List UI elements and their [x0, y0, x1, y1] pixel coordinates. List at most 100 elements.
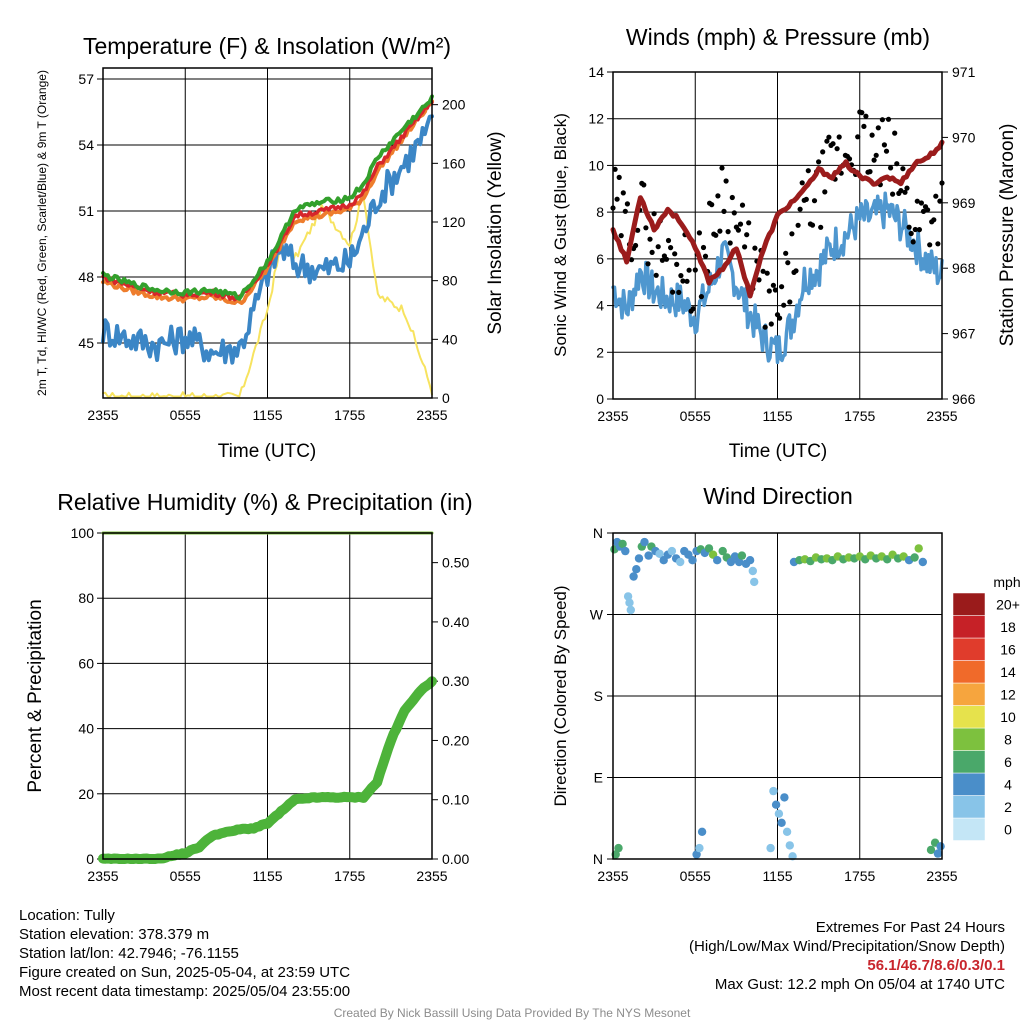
x-tick-label: 1755: [334, 407, 365, 423]
gust-point: [793, 268, 799, 274]
series-hi-wc: [101, 114, 434, 365]
gust-point: [731, 210, 737, 216]
gust-point: [931, 217, 937, 223]
gust-point: [781, 302, 787, 308]
gust-point: [721, 208, 727, 214]
footer-credit: Created By Nick Bassill Using Data Provi…: [333, 1006, 691, 1020]
direction-point: [704, 544, 714, 553]
direction-point: [644, 551, 653, 560]
gust-point: [692, 267, 698, 273]
chart-title: Winds (mph) & Pressure (mb): [626, 24, 930, 50]
x-tick-label: 2355: [416, 407, 447, 423]
gust-point: [709, 202, 715, 208]
gust-point: [633, 242, 639, 249]
direction-point: [626, 605, 635, 615]
gust-point: [616, 174, 622, 180]
gust-point: [890, 191, 896, 197]
y-axis-label: Percent & Precipitation: [25, 599, 46, 792]
gust-point: [770, 282, 777, 288]
gust-point: [803, 196, 809, 202]
gust-point: [659, 257, 666, 263]
gust-point: [836, 134, 842, 140]
gust-point: [805, 168, 811, 174]
series-9m-temp: [101, 99, 434, 305]
gust-point: [933, 193, 939, 199]
gust-point: [628, 257, 635, 263]
gust-point: [918, 200, 925, 206]
y2-tick-label: 970: [952, 129, 976, 145]
direction-point: [625, 598, 634, 607]
y-tick-label: 10: [588, 157, 604, 173]
direction-point: [718, 546, 727, 556]
series-dewpoint: [101, 94, 434, 301]
direction-point: [918, 557, 927, 567]
y-tick-label: N: [593, 851, 603, 867]
speed-colorbar-legend: mph 0 2 4 6 8 10 12 14 16 18 20+: [952, 574, 1021, 841]
y2-tick-label: 0.40: [442, 614, 469, 630]
direction-point: [623, 592, 633, 601]
gust-point: [937, 198, 943, 204]
direction-point: [766, 843, 775, 853]
direction-point: [697, 827, 707, 836]
y-axis-label: Direction (Colored By Speed): [551, 585, 570, 806]
y2-tick-label: 80: [442, 273, 458, 289]
direction-point: [780, 793, 789, 802]
gust-point: [927, 242, 933, 248]
x-tick-label: 2355: [597, 408, 628, 424]
y2-axis-label: Solar Insolation (Yellow): [485, 131, 506, 334]
gust-point: [672, 251, 678, 257]
legend-swatch: [952, 637, 986, 661]
y-tick-label: 51: [78, 203, 94, 219]
gust-point: [719, 165, 725, 171]
direction-point: [914, 544, 923, 553]
gust-point: [678, 273, 684, 279]
legend-label: 16: [1000, 641, 1016, 657]
direction-point: [632, 565, 641, 574]
gust-point: [797, 206, 803, 212]
gust-point: [875, 125, 881, 131]
direction-point: [933, 849, 943, 858]
y-tick-label: 57: [78, 71, 94, 87]
gust-point: [902, 189, 908, 195]
y2-tick-label: 0.20: [442, 732, 469, 748]
direction-point: [737, 551, 747, 560]
gust-point: [820, 149, 826, 155]
max-gust-text: Max Gust: 12.2 mph On 05/04 at 1740 UTC: [714, 976, 1005, 993]
y2-tick-label: 0: [442, 390, 450, 406]
y-tick-label: S: [594, 688, 603, 704]
direction-point: [771, 800, 781, 809]
x-tick-label: 1155: [762, 868, 792, 884]
y2-tick-label: 968: [952, 260, 976, 276]
gust-point: [649, 249, 655, 255]
y-tick-label: E: [594, 770, 603, 786]
y-tick-label: W: [590, 607, 604, 623]
direction-point: [688, 556, 697, 565]
legend-label: 8: [1004, 731, 1012, 747]
legend-swatch: [952, 615, 986, 639]
x-axis-label: Time (UTC): [218, 441, 317, 462]
y2-tick-label: 0.50: [442, 555, 469, 571]
legend-label: 0: [1004, 821, 1012, 837]
gust-point: [676, 289, 682, 295]
x-tick-label: 0555: [680, 408, 711, 424]
legend-swatch: [952, 727, 986, 751]
gust-point: [881, 142, 888, 148]
legend-swatch: [952, 682, 986, 706]
gust-point: [824, 138, 830, 144]
legend-swatch: [952, 705, 986, 729]
elevation-text: Station elevation: 378.379 m: [19, 926, 210, 943]
gust-point: [641, 182, 647, 188]
y-tick-label: 100: [71, 525, 95, 541]
legend-label: 12: [1000, 686, 1016, 702]
gust-point: [737, 221, 744, 227]
legend-label: 18: [1000, 619, 1016, 635]
gust-point: [700, 244, 707, 251]
gust-point: [668, 245, 674, 251]
direction-point: [634, 554, 644, 563]
gust-point: [702, 253, 709, 259]
gust-point: [795, 222, 801, 228]
y2-tick-label: 966: [952, 391, 976, 407]
x-tick-label: 1755: [844, 408, 875, 424]
x-tick-label: 0555: [170, 868, 201, 884]
direction-point: [748, 566, 757, 576]
